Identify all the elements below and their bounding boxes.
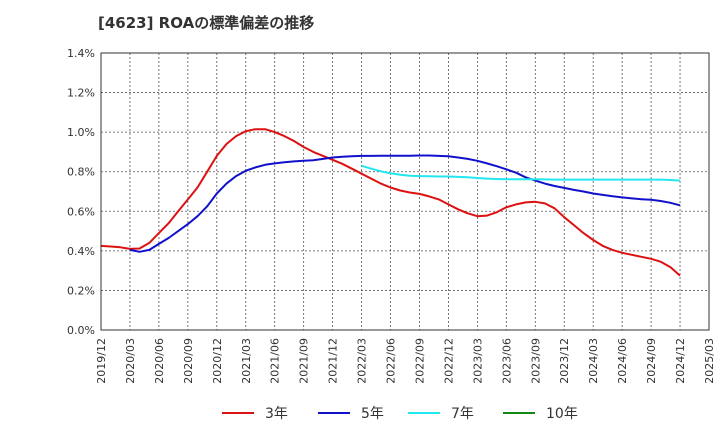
x-tick-label: 2023/06 (500, 338, 513, 384)
y-tick-label: 0.6% (67, 205, 95, 218)
x-tick-label: 2025/03 (703, 338, 716, 384)
y-tick-label: 0.2% (67, 284, 95, 297)
x-tick-labels: 2019/12 2020/03 2020/06 2020/09 2020/12 2021/… (95, 338, 716, 384)
x-tick-label: 2022/09 (413, 338, 426, 384)
legend: 3年 5年 7年 10年 (222, 406, 578, 422)
x-tick-label: 2024/12 (674, 338, 687, 384)
x-tick-label: 2024/03 (587, 338, 600, 384)
series-line-5年 (129, 154, 681, 253)
x-tick-label: 2023/09 (529, 338, 542, 384)
y-tick-label: 0.0% (67, 324, 95, 337)
y-tick-label: 1.2% (67, 87, 95, 100)
series-line-7年 (361, 164, 681, 182)
x-tick-label: 2024/09 (645, 338, 658, 384)
plot-area-frame (100, 52, 710, 331)
x-tick-label: 2020/03 (124, 338, 137, 384)
series-line-3年 (100, 128, 681, 277)
legend-label: 3年 (265, 406, 288, 422)
x-tick-label: 2021/06 (269, 338, 282, 384)
x-tick-label: 2021/09 (298, 338, 311, 384)
x-tick-label: 2020/06 (153, 338, 166, 384)
x-tick-label: 2021/03 (240, 338, 253, 384)
x-tick-label: 2019/12 (95, 338, 108, 384)
chart-title: [4623] ROAの標準偏差の推移 (98, 14, 315, 32)
x-tick-label: 2023/12 (558, 338, 571, 384)
y-tick-label: 0.8% (67, 166, 95, 179)
x-tick-label: 2022/03 (356, 338, 369, 384)
legend-label: 7年 (451, 406, 474, 422)
x-tick-label: 2021/12 (327, 338, 340, 384)
x-tick-label: 2020/12 (211, 338, 224, 384)
x-tick-label: 2020/09 (182, 338, 195, 384)
x-tick-label: 2022/06 (385, 338, 398, 384)
x-tick-label: 2024/06 (616, 338, 629, 384)
y-tick-label: 1.4% (67, 47, 95, 60)
y-tick-label: 0.4% (67, 245, 95, 258)
x-tick-label: 2023/03 (471, 338, 484, 384)
legend-label: 10年 (546, 406, 578, 422)
y-tick-label: 1.0% (67, 126, 95, 139)
y-tick-labels: 0.0% 0.2% 0.4% 0.6% 0.8% 1.0% 1.2% 1.4% (67, 47, 95, 337)
x-tick-label: 2022/12 (442, 338, 455, 384)
legend-label: 5年 (361, 406, 384, 422)
series-lines (100, 128, 681, 277)
